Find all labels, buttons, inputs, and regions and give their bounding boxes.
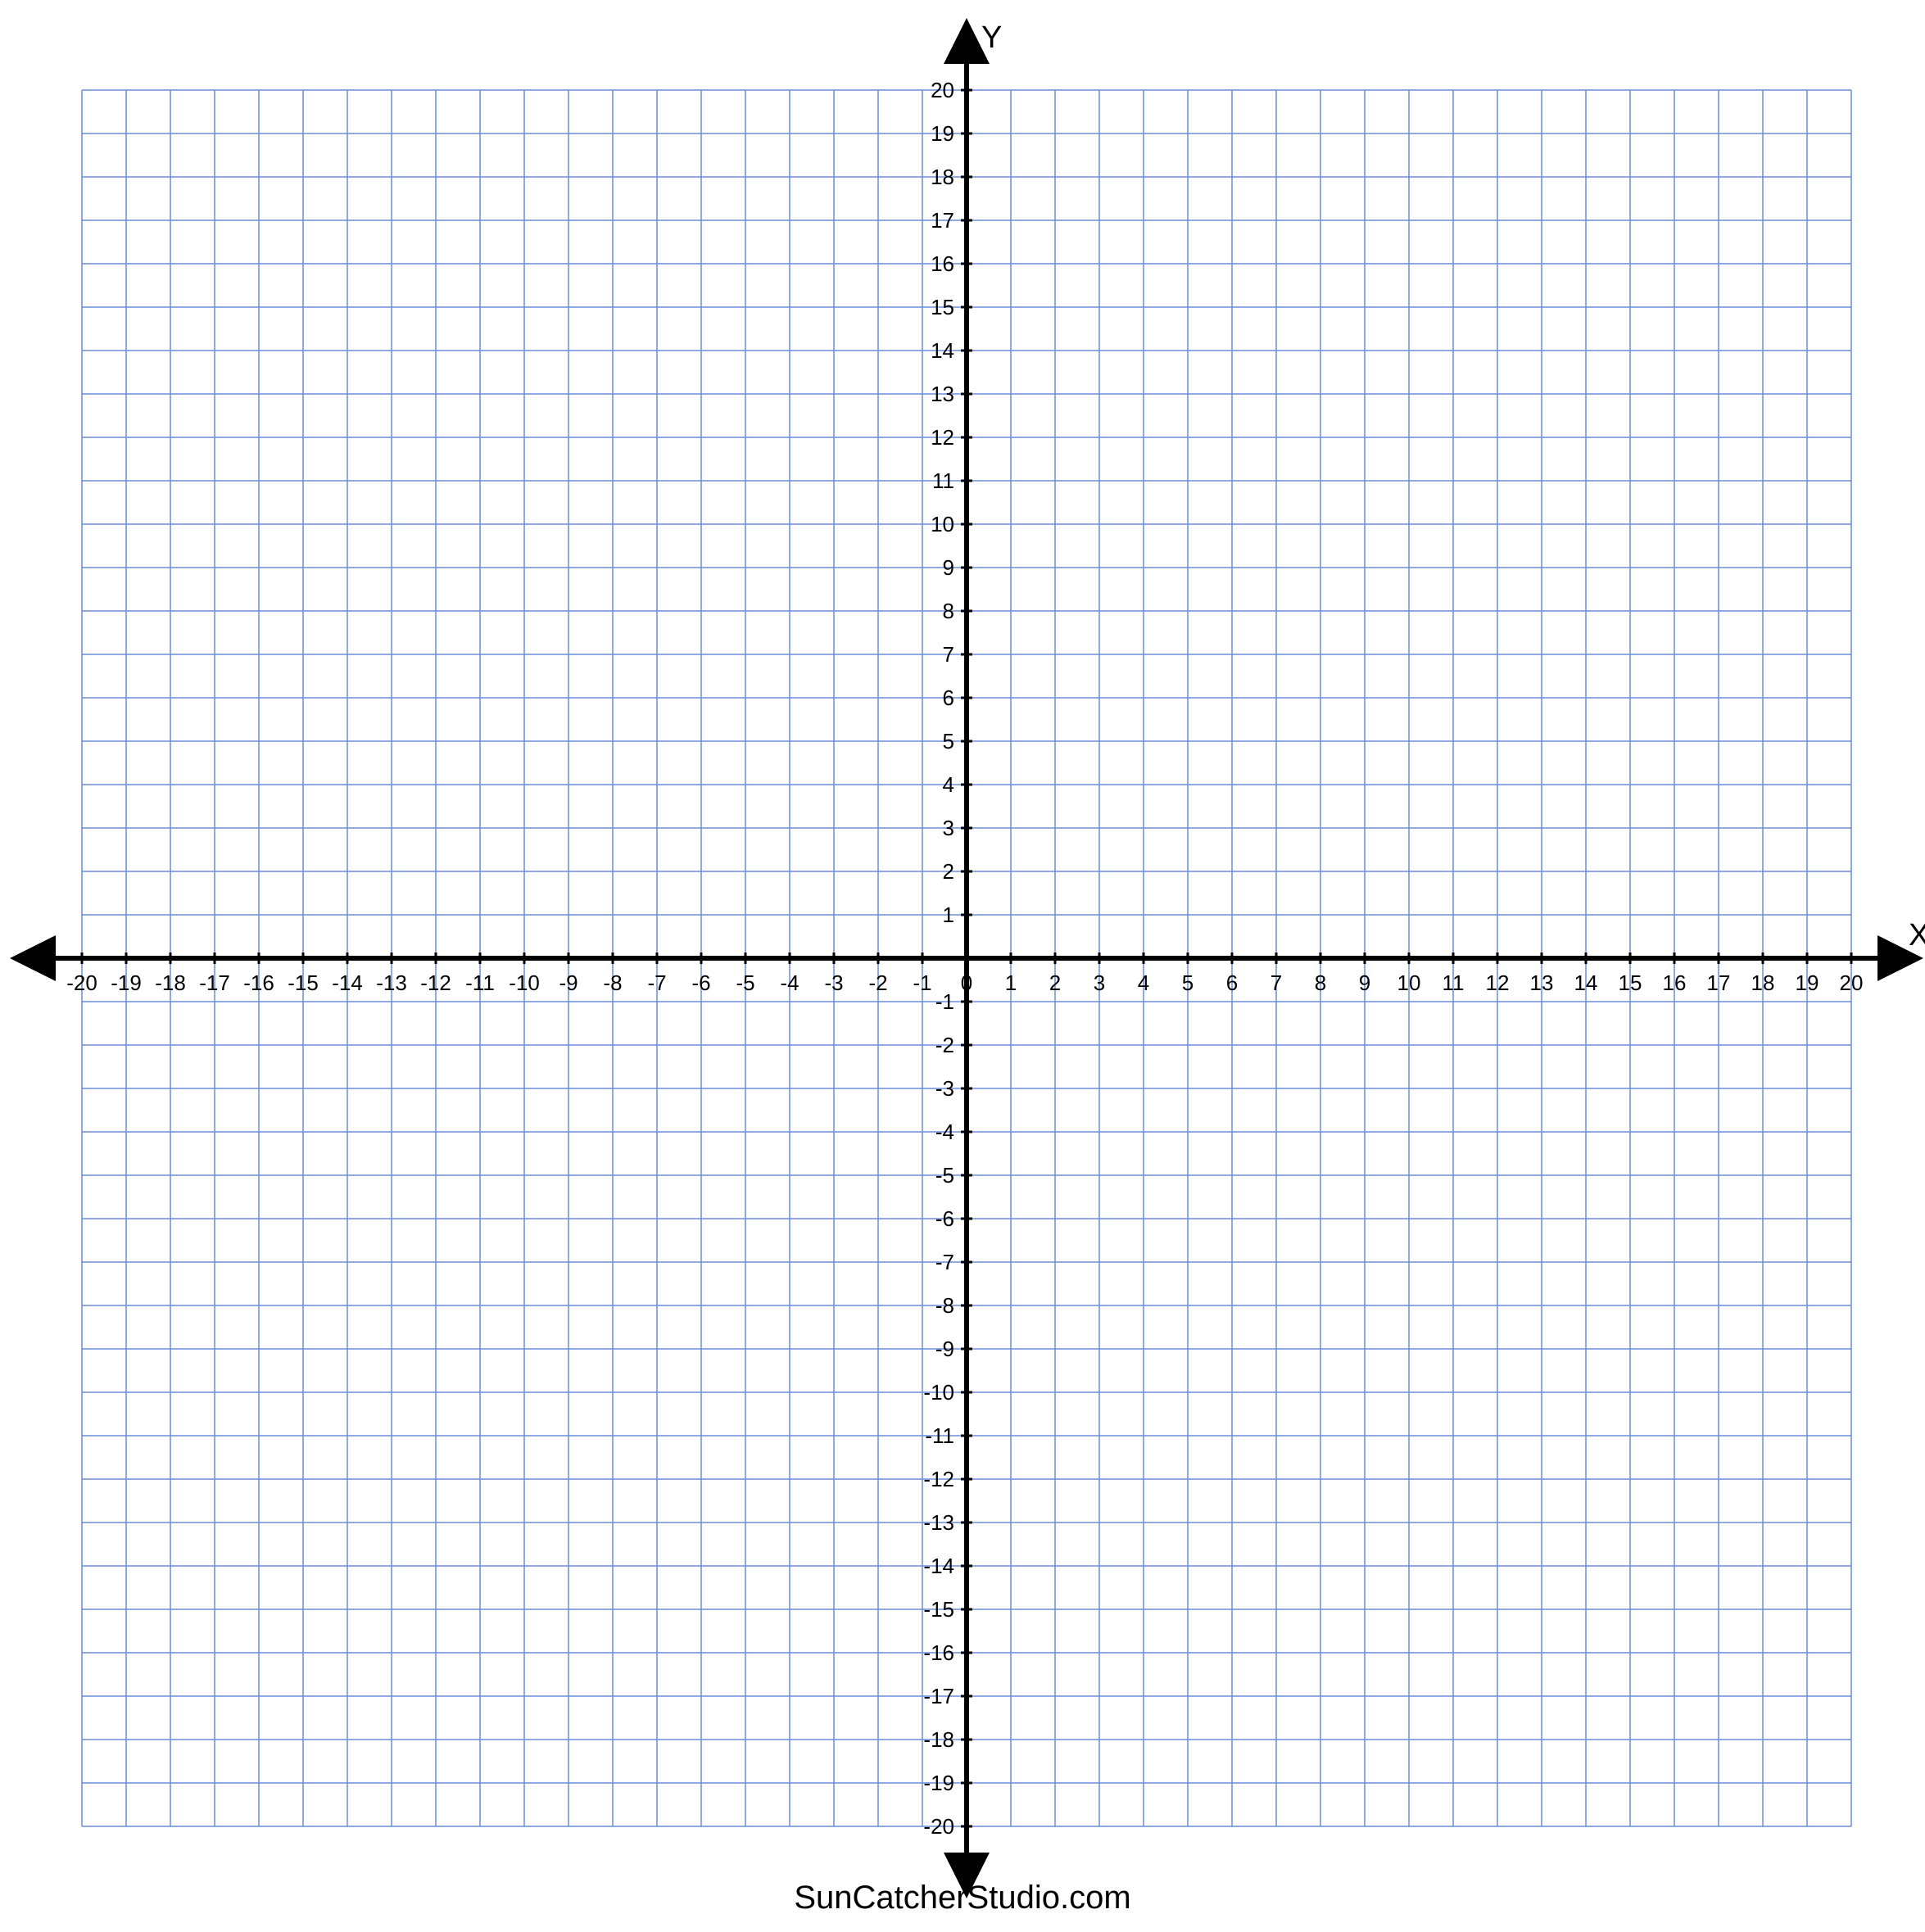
y-tick-label: -16 xyxy=(923,1640,954,1665)
x-tick-label: -4 xyxy=(780,971,799,995)
x-tick-label: -7 xyxy=(647,971,666,995)
x-tick-label: 14 xyxy=(1574,971,1598,995)
y-tick-label: 19 xyxy=(931,121,954,146)
x-axis-label: X xyxy=(1909,918,1925,952)
y-tick-label: 15 xyxy=(931,295,954,319)
x-tick-label: -14 xyxy=(332,971,363,995)
x-tick-label: 10 xyxy=(1397,971,1421,995)
x-tick-label: 12 xyxy=(1486,971,1510,995)
y-tick-label: 6 xyxy=(943,685,954,710)
y-tick-label: -20 xyxy=(923,1814,954,1839)
y-tick-label: -10 xyxy=(923,1380,954,1405)
y-tick-label: 13 xyxy=(931,382,954,406)
cartesian-grid-chart: -20-19-18-17-16-15-14-13-12-11-10-9-8-7-… xyxy=(0,0,1925,1932)
x-tick-label: 11 xyxy=(1443,971,1465,995)
x-tick-label: -13 xyxy=(376,971,407,995)
x-tick-label: -10 xyxy=(509,971,540,995)
y-tick-label: -13 xyxy=(923,1510,954,1535)
y-tick-label: 8 xyxy=(943,599,954,623)
x-tick-label: 2 xyxy=(1049,971,1061,995)
y-tick-label: -6 xyxy=(935,1206,954,1231)
y-tick-label: 20 xyxy=(931,78,954,102)
x-tick-label: -12 xyxy=(420,971,451,995)
x-tick-label: -18 xyxy=(155,971,186,995)
x-tick-label: 1 xyxy=(1005,971,1017,995)
y-tick-label: 17 xyxy=(931,208,954,233)
x-tick-label: 19 xyxy=(1796,971,1819,995)
x-tick-label: -9 xyxy=(559,971,578,995)
y-tick-label: 18 xyxy=(931,165,954,189)
y-tick-label: -4 xyxy=(935,1120,954,1144)
y-tick-label: -19 xyxy=(923,1771,954,1795)
x-tick-label: -16 xyxy=(243,971,274,995)
y-tick-label: -2 xyxy=(935,1033,954,1057)
x-tick-label: 8 xyxy=(1315,971,1326,995)
x-tick-label: 6 xyxy=(1226,971,1238,995)
x-tick-label: -3 xyxy=(824,971,843,995)
x-tick-label: 16 xyxy=(1663,971,1687,995)
x-tick-label: -20 xyxy=(66,971,97,995)
x-tick-label: -15 xyxy=(288,971,319,995)
x-tick-label: -5 xyxy=(736,971,754,995)
x-tick-label: -1 xyxy=(913,971,931,995)
x-tick-label: -2 xyxy=(868,971,887,995)
x-tick-label: 18 xyxy=(1751,971,1775,995)
y-axis-label: Y xyxy=(981,20,1002,55)
x-tick-label: 4 xyxy=(1138,971,1149,995)
x-tick-label: -8 xyxy=(603,971,622,995)
x-tick-label: 5 xyxy=(1182,971,1194,995)
y-tick-label: 5 xyxy=(943,729,954,753)
y-tick-label: 4 xyxy=(943,772,954,797)
x-tick-label: 17 xyxy=(1707,971,1731,995)
y-tick-label: -17 xyxy=(923,1684,954,1708)
y-tick-label: 2 xyxy=(943,859,954,884)
y-tick-label: -9 xyxy=(935,1337,954,1361)
y-tick-label: -12 xyxy=(923,1467,954,1491)
x-tick-label: -6 xyxy=(691,971,710,995)
x-tick-label: -11 xyxy=(465,971,495,995)
y-tick-label: -8 xyxy=(935,1293,954,1318)
y-tick-label: 12 xyxy=(931,425,954,450)
x-tick-label: 3 xyxy=(1094,971,1105,995)
y-tick-label: -1 xyxy=(935,989,954,1014)
y-tick-label: -14 xyxy=(923,1554,954,1578)
y-tick-label: -15 xyxy=(923,1597,954,1622)
x-tick-label: -17 xyxy=(199,971,230,995)
y-tick-label: 7 xyxy=(943,642,954,667)
x-tick-label: 7 xyxy=(1270,971,1282,995)
x-tick-label: 15 xyxy=(1619,971,1642,995)
x-tick-label: 13 xyxy=(1530,971,1554,995)
x-tick-label: 0 xyxy=(961,971,972,995)
y-tick-label: 3 xyxy=(943,816,954,840)
y-tick-label: 1 xyxy=(943,903,954,927)
y-tick-label: 16 xyxy=(931,251,954,276)
y-tick-label: 9 xyxy=(943,555,954,580)
y-tick-label: -7 xyxy=(935,1250,954,1274)
x-tick-label: 9 xyxy=(1359,971,1370,995)
y-tick-label: -3 xyxy=(935,1076,954,1101)
grid-svg: -20-19-18-17-16-15-14-13-12-11-10-9-8-7-… xyxy=(0,0,1925,1932)
y-tick-label: -11 xyxy=(925,1423,954,1448)
y-tick-label: 10 xyxy=(931,512,954,536)
chart-background xyxy=(0,0,1925,1932)
x-tick-label: 20 xyxy=(1840,971,1864,995)
y-tick-label: 14 xyxy=(931,338,954,363)
x-tick-label: -19 xyxy=(111,971,142,995)
y-tick-label: -5 xyxy=(935,1163,954,1188)
footer-attribution: SunCatcherStudio.com xyxy=(794,1880,1130,1916)
y-tick-label: 11 xyxy=(932,468,954,493)
y-tick-label: -18 xyxy=(923,1727,954,1752)
